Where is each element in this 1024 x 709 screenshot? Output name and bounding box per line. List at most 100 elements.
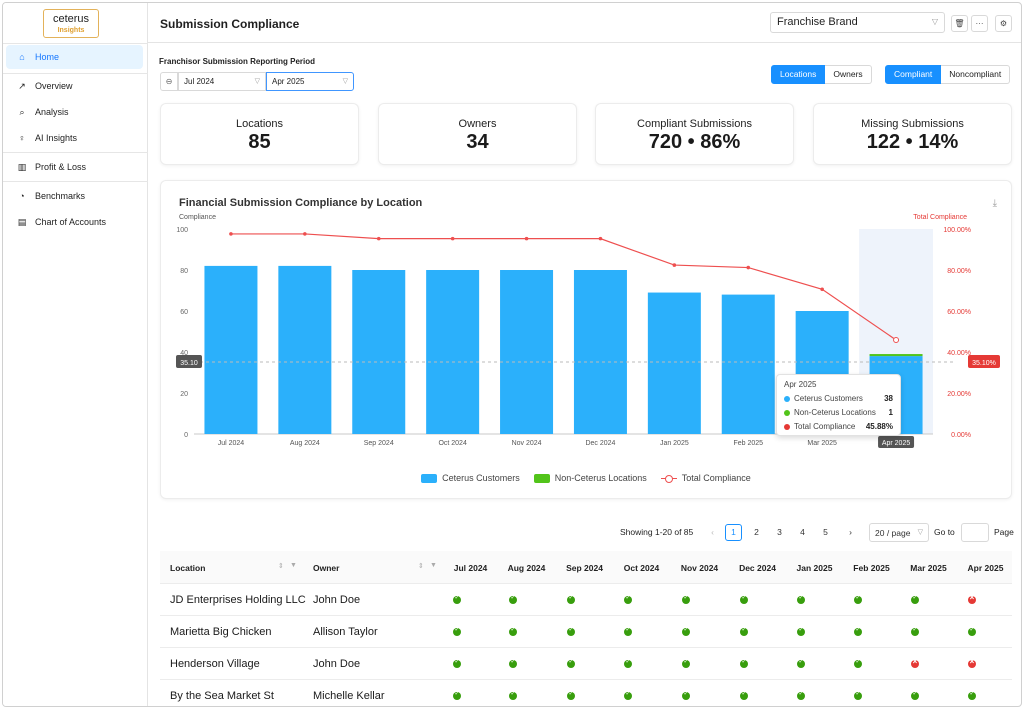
delete-button[interactable]: 🗑 xyxy=(951,15,968,32)
sidebar-item-analysis[interactable]: ⌕ Analysis xyxy=(6,100,143,124)
page-button-2[interactable]: 2 xyxy=(754,527,759,537)
header-month[interactable]: Feb 2025 xyxy=(853,563,890,573)
page-button-4[interactable]: 4 xyxy=(800,527,805,537)
legend-label: Non-Ceterus Locations xyxy=(554,473,647,483)
start-date-select[interactable]: Jul 2024 ▽ xyxy=(178,72,266,91)
header-owner[interactable]: Owner xyxy=(313,563,340,573)
total-compliance-point xyxy=(229,232,233,236)
pagination-summary: Showing 1-20 of 85 xyxy=(620,527,694,537)
chevron-down-icon: ▽ xyxy=(917,529,923,536)
table-row[interactable]: By the Sea Market St Michelle Kellar xyxy=(160,680,1012,706)
tooltip-value: 1 xyxy=(888,408,893,417)
tooltip-value: 45.88% xyxy=(865,422,893,431)
table-row[interactable]: Henderson Village John Doe xyxy=(160,648,1012,680)
toggle-owners[interactable]: Owners xyxy=(825,65,872,84)
check-icon xyxy=(509,626,517,636)
bar-ceterus xyxy=(352,270,406,434)
owner-cell: John Doe xyxy=(313,658,361,670)
legend-item-total[interactable]: Total Compliance xyxy=(660,473,751,483)
check-icon xyxy=(740,690,748,700)
legend-label: Ceterus Customers xyxy=(442,473,520,483)
tooltip-row: Total Compliance 45.88% xyxy=(784,422,893,431)
clock-icon[interactable]: ⊖ xyxy=(160,72,178,91)
sidebar-item-ai-insights[interactable]: ♀ AI Insights xyxy=(6,126,143,150)
page-size-select[interactable]: 20 / page ▽ xyxy=(869,523,929,542)
chevron-down-icon: ▽ xyxy=(342,78,348,85)
sort-icon[interactable]: ⇕ xyxy=(278,563,284,570)
table-row[interactable]: Marietta Big Chicken Allison Taylor xyxy=(160,616,1012,648)
check-icon xyxy=(740,658,748,668)
tooltip-name: Total Compliance xyxy=(794,422,856,431)
legend-item-non-ceterus[interactable]: Non-Ceterus Locations xyxy=(533,473,647,483)
sidebar-item-label: AI Insights xyxy=(35,133,78,143)
chart-title: Financial Submission Compliance by Locat… xyxy=(179,197,423,209)
header-month[interactable]: Apr 2025 xyxy=(967,563,1004,573)
check-icon xyxy=(509,658,517,668)
header-month[interactable]: Aug 2024 xyxy=(507,563,546,573)
owner-cell: John Doe xyxy=(313,594,361,606)
logo[interactable]: ceterus Insights xyxy=(43,9,99,38)
view-toggle: Locations Owners xyxy=(771,65,872,84)
compliance-chart: Compliance Total Compliance 0 20 40 60 80 100 0.… xyxy=(176,214,1000,448)
header-month[interactable]: Dec 2024 xyxy=(739,563,776,573)
check-icon xyxy=(624,658,632,668)
settings-button[interactable]: ⚙ xyxy=(995,15,1012,32)
sidebar-item-profit-loss[interactable]: ▥ Profit & Loss xyxy=(6,155,143,179)
check-icon xyxy=(854,594,862,604)
sort-icon[interactable]: ⇕ xyxy=(418,563,424,570)
more-button[interactable]: ··· xyxy=(971,15,988,32)
date-range-picker: ⊖ Jul 2024 ▽ Apr 2025 ▽ xyxy=(160,72,354,91)
total-compliance-line xyxy=(230,233,897,341)
check-icon xyxy=(567,594,575,604)
reference-label-box xyxy=(176,355,202,369)
legend-swatch xyxy=(660,474,677,483)
header-month[interactable]: Oct 2024 xyxy=(623,563,660,573)
end-date-select[interactable]: Apr 2025 ▽ xyxy=(266,72,354,91)
header-month[interactable]: Sep 2024 xyxy=(566,563,603,573)
page-button-1[interactable]: 1 xyxy=(725,524,742,541)
brand-select[interactable]: Franchise Brand ▽ xyxy=(770,12,945,33)
reference-label-right: 35.10% xyxy=(972,360,996,367)
table-row[interactable]: JD Enterprises Holding LLC John Doe xyxy=(160,584,1012,616)
filter-icon[interactable]: ▼ xyxy=(430,562,437,569)
trend-icon: ↗ xyxy=(18,80,26,91)
toggle-noncompliant[interactable]: Noncompliant xyxy=(941,65,1011,84)
check-icon xyxy=(567,690,575,700)
header-month[interactable]: Nov 2024 xyxy=(680,563,719,573)
tooltip-value: 38 xyxy=(884,394,893,403)
header-month[interactable]: Mar 2025 xyxy=(910,563,947,573)
download-icon[interactable]: ⤓ xyxy=(992,198,997,209)
check-icon xyxy=(797,626,805,636)
goto-page-input[interactable] xyxy=(961,523,989,542)
check-icon xyxy=(624,690,632,700)
chevron-down-icon: ▽ xyxy=(254,78,260,85)
sidebar-item-home[interactable]: ⌂ Home xyxy=(6,45,143,69)
page-button-5[interactable]: 5 xyxy=(823,527,828,537)
filter-icon[interactable]: ▼ xyxy=(290,562,297,569)
toggle-compliant[interactable]: Compliant xyxy=(885,65,942,84)
check-icon xyxy=(968,690,976,700)
toggle-locations[interactable]: Locations xyxy=(771,65,826,84)
page-button-3[interactable]: 3 xyxy=(777,527,782,537)
x-tick-label: Mar 2025 xyxy=(807,440,837,447)
table-header: Location ⇕ ▼ Owner ⇕ ▼ Jul 2024 Aug 2024… xyxy=(160,551,1012,584)
bar-ceterus xyxy=(426,270,480,434)
gauge-icon: ◔ xyxy=(19,191,25,201)
page-size-value: 20 / page xyxy=(875,528,911,538)
header-location[interactable]: Location xyxy=(170,563,206,573)
prev-page-button[interactable]: ‹ xyxy=(704,524,721,541)
reference-label: 35.10 xyxy=(180,360,198,367)
trash-icon: 🗑 xyxy=(954,19,965,28)
sidebar-item-benchmarks[interactable]: ◔ Benchmarks xyxy=(6,184,143,208)
y2-axis-label: Total Compliance xyxy=(913,214,967,221)
check-icon xyxy=(567,658,575,668)
sidebar-item-chart-of-accounts[interactable]: ▤ Chart of Accounts xyxy=(6,210,143,234)
header-month[interactable]: Jan 2025 xyxy=(796,563,833,573)
sidebar-item-overview[interactable]: ↗ Overview xyxy=(6,74,143,98)
sidebar-item-label: Analysis xyxy=(35,107,69,117)
legend-item-ceterus[interactable]: Ceterus Customers xyxy=(421,473,520,483)
kpi-compliant-submissions: Compliant Submissions 720 • 86% xyxy=(595,103,794,165)
next-page-button[interactable]: › xyxy=(842,524,859,541)
header-month[interactable]: Jul 2024 xyxy=(453,563,488,573)
